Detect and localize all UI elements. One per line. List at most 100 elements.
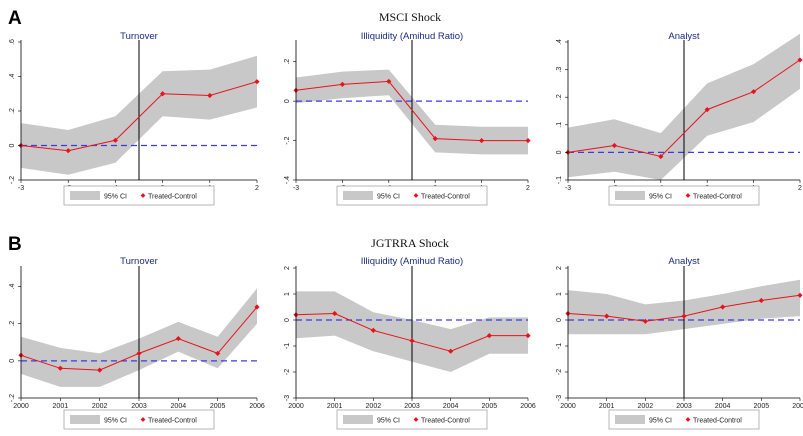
legend-series-marker <box>413 417 419 422</box>
legend-ci-label: 95% CI <box>104 194 127 201</box>
x-tick-label: 2005 <box>754 403 770 410</box>
legend-series-marker <box>140 193 146 198</box>
legend-ci-swatch <box>70 191 100 200</box>
data-point <box>479 137 485 144</box>
legend-ci-label: 95% CI <box>377 418 400 425</box>
data-point <box>751 89 757 95</box>
y-tick-label: 0 <box>556 150 563 154</box>
legend: 95% CI Treated-Control <box>608 409 760 430</box>
legend-ci-label: 95% CI <box>377 194 400 201</box>
y-tick-label: .4 <box>556 39 563 45</box>
legend-series-label: Treated-Control <box>693 194 742 201</box>
x-tick-label: 2006 <box>520 403 536 410</box>
x-tick-label: 2 <box>526 185 530 192</box>
x-tick-label: 2003 <box>676 403 692 410</box>
legend-ci-swatch <box>615 191 645 200</box>
data-point <box>370 327 376 333</box>
chart-title: Turnover <box>120 31 158 42</box>
data-point <box>448 348 454 354</box>
legend-series-label: Treated-Control <box>421 194 470 201</box>
x-tick-label: 2001 <box>599 403 615 410</box>
y-tick-label: -.4 <box>284 176 291 184</box>
legend-box <box>336 185 488 206</box>
legend-series-marker <box>685 417 691 422</box>
panel-a-title: MSCI Shock <box>379 10 441 24</box>
chart-title: Analyst <box>668 256 700 267</box>
legend-series-marker <box>140 417 146 422</box>
x-tick-label: 2000 <box>560 403 576 410</box>
x-tick-label: 2004 <box>443 403 459 410</box>
series-line <box>295 80 528 142</box>
y-tick-label: -.1 <box>556 176 563 184</box>
x-tick-label: 2000 <box>288 403 304 410</box>
x-tick-label: 2005 <box>482 403 498 410</box>
x-tick-label: 2001 <box>53 403 69 410</box>
data-point <box>65 148 71 154</box>
data-point <box>797 292 803 298</box>
legend-box <box>608 409 760 430</box>
x-tick-label: 2001 <box>327 403 343 410</box>
chart-title: Turnover <box>120 256 158 267</box>
panel-a-label: A <box>8 8 22 29</box>
y-tick-label: -2 <box>284 369 291 375</box>
y-tick-label: .6 <box>9 39 16 45</box>
chart-4: Turnover 2000 2001 2002 2003 2004 2005 2006 -.2 0… <box>9 256 265 430</box>
legend-ci-label: 95% CI <box>649 194 672 201</box>
data-point <box>215 350 221 357</box>
y-tick-label: 0 <box>9 359 16 363</box>
data-point <box>432 136 438 142</box>
data-point <box>57 365 63 371</box>
y-tick-label: .2 <box>9 108 16 114</box>
legend-ci-label: 95% CI <box>104 418 127 425</box>
y-tick-label: -.2 <box>9 176 16 184</box>
x-tick-label: 2000 <box>13 403 29 410</box>
data-point <box>386 78 392 85</box>
legend: 95% CI Treated-Control <box>63 185 215 206</box>
legend-ci-swatch <box>615 415 645 424</box>
y-tick-label: -2 <box>556 369 563 375</box>
y-tick-label: .2 <box>556 94 563 100</box>
y-tick-label: .2 <box>9 321 16 327</box>
x-tick-label: 2006 <box>792 403 803 410</box>
legend: 95% CI Treated-Control <box>336 185 488 206</box>
x-tick-label: 2004 <box>715 403 731 410</box>
y-tick-label: -.2 <box>9 394 16 402</box>
y-tick-label: 0 <box>284 99 291 103</box>
y-tick-label: 0 <box>284 318 291 322</box>
chart-5: Illiquidity (Amihud Ratio)2000 2001 2002 20… <box>284 256 536 430</box>
data-point <box>758 297 764 304</box>
chart-2: Illiquidity (Amihud Ratio)-3-2-1012-.4-.… <box>284 31 531 206</box>
data-point <box>611 142 617 149</box>
data-point <box>642 318 648 324</box>
x-tick-label: 2003 <box>131 403 147 410</box>
legend: 95% CI Treated-Control <box>63 409 215 430</box>
x-tick-label: 2003 <box>404 403 420 410</box>
y-tick-label: .3 <box>556 67 563 73</box>
legend-box <box>63 409 215 430</box>
chart-title: Analyst <box>668 31 700 42</box>
legend-box <box>608 185 760 206</box>
x-tick-label: 2 <box>798 185 802 192</box>
data-point <box>254 79 260 85</box>
chart-title: Illiquidity (Amihud Ratio) <box>361 31 463 42</box>
series-line <box>567 59 801 158</box>
x-tick-label: 2005 <box>210 403 226 410</box>
legend-box <box>336 409 488 430</box>
legend-series-marker <box>685 193 691 198</box>
data-point <box>797 57 803 63</box>
data-point <box>604 313 610 319</box>
series-line <box>20 81 258 152</box>
data-point <box>207 92 213 99</box>
data-point <box>175 335 181 342</box>
x-tick-label: 2 <box>255 185 259 192</box>
x-tick-label: 2004 <box>171 403 187 410</box>
y-tick-label: 0 <box>556 318 563 322</box>
data-point <box>332 310 338 317</box>
data-point <box>525 333 531 339</box>
data-point <box>486 333 492 339</box>
ci-band <box>21 288 257 387</box>
chart-6: Analyst 2000 2001 2002 2003 2004 2005 2006 -3 -2 -… <box>556 256 803 430</box>
chart-title: Illiquidity (Amihud Ratio) <box>361 256 463 267</box>
